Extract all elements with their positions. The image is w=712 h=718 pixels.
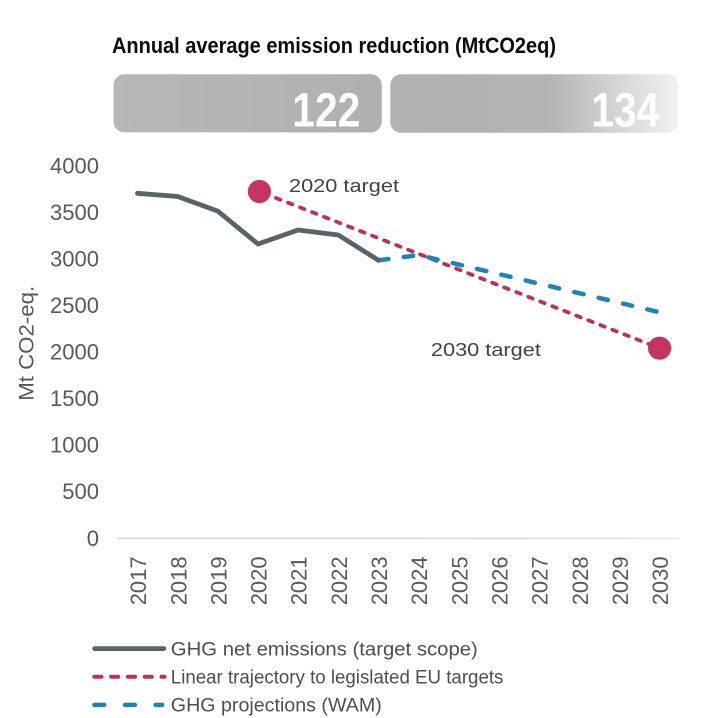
svg-text:Mt CO2-eq.: Mt CO2-eq.: [16, 286, 39, 401]
svg-text:1500: 1500: [50, 386, 99, 411]
svg-text:Annual average emission reduct: Annual average emission reduction (MtCO2…: [112, 33, 556, 58]
svg-text:GHG projections (WAM): GHG projections (WAM): [171, 696, 382, 717]
svg-text:2024: 2024: [407, 556, 432, 605]
svg-text:500: 500: [62, 479, 99, 504]
svg-text:1000: 1000: [50, 433, 99, 458]
svg-text:2023: 2023: [367, 556, 392, 605]
svg-text:2017: 2017: [126, 556, 151, 605]
svg-text:2025: 2025: [447, 556, 472, 605]
svg-text:2028: 2028: [568, 556, 593, 605]
svg-text:3000: 3000: [50, 247, 99, 272]
svg-text:2020: 2020: [247, 556, 272, 605]
svg-text:2019: 2019: [206, 556, 231, 605]
svg-text:GHG net emissions (target scop: GHG net emissions (target scope): [171, 640, 478, 661]
svg-text:2500: 2500: [50, 293, 99, 318]
svg-text:2030 target: 2030 target: [431, 339, 541, 360]
svg-text:4000: 4000: [50, 153, 99, 178]
svg-text:122: 122: [292, 83, 360, 137]
svg-text:2000: 2000: [50, 340, 99, 365]
svg-text:2027: 2027: [528, 556, 553, 605]
svg-text:Linear trajectory to legislate: Linear trajectory to legislated EU targe…: [171, 668, 504, 689]
svg-text:2020 target: 2020 target: [289, 175, 399, 196]
svg-text:0: 0: [87, 526, 99, 551]
svg-text:2030: 2030: [648, 556, 673, 605]
svg-text:2029: 2029: [608, 556, 633, 605]
svg-text:2021: 2021: [287, 556, 312, 605]
svg-text:2026: 2026: [488, 556, 513, 605]
svg-text:2018: 2018: [166, 556, 191, 605]
svg-text:134: 134: [591, 83, 659, 137]
svg-text:2022: 2022: [327, 556, 352, 605]
svg-text:3500: 3500: [50, 200, 99, 225]
